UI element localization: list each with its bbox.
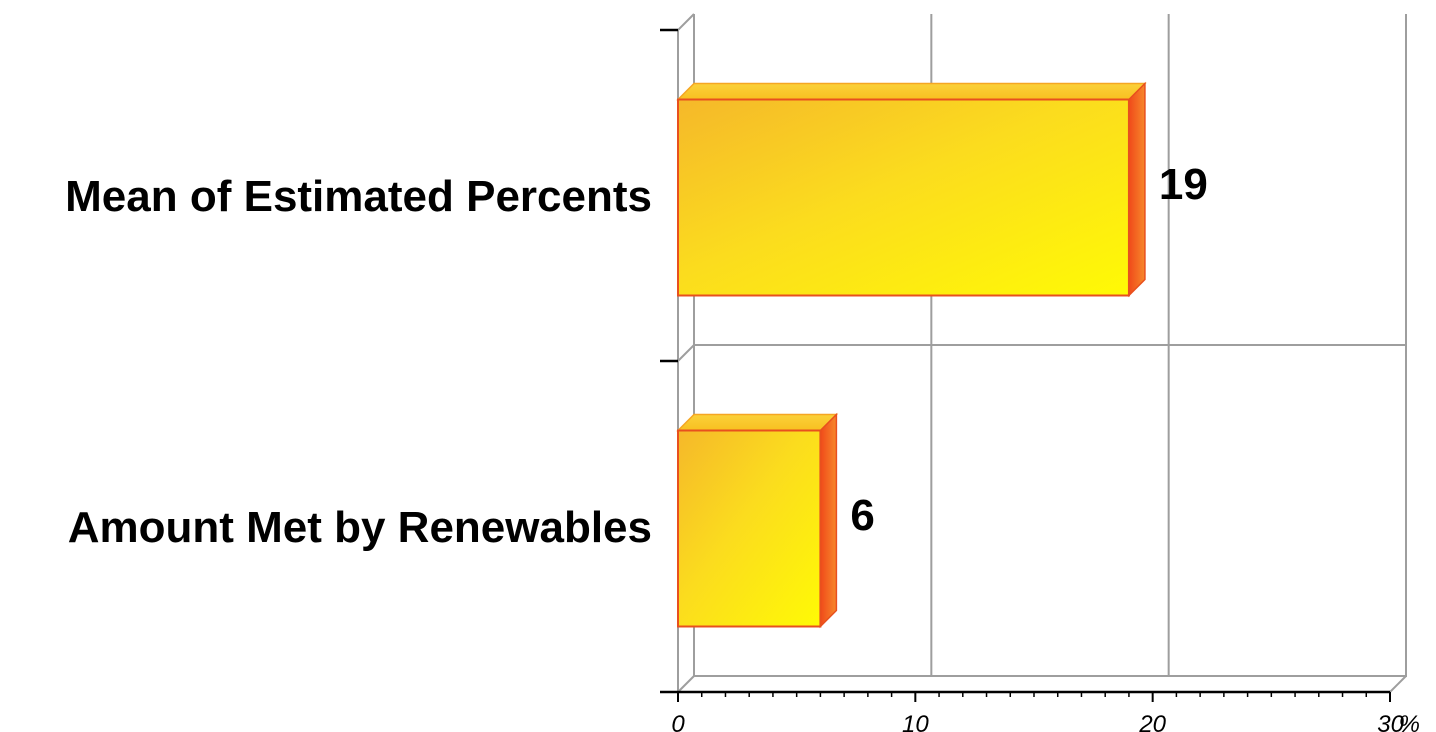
bar-1 — [677, 429, 822, 628]
category-label-0: Mean of Estimated Percents — [65, 172, 652, 221]
bars — [676, 81, 1147, 629]
gridline-y-1 — [677, 344, 1406, 362]
data-label-0: 19 — [1159, 160, 1208, 209]
axes — [660, 28, 1391, 702]
x-tick-label-20: 20 — [1138, 711, 1166, 732]
category-label-1: Amount Met by Renewables — [68, 503, 652, 552]
labels: 0 10 20 30% 19 Mean of Estimated Percents 6 Amo… — [65, 160, 1420, 732]
data-label-1: 6 — [850, 491, 874, 540]
bar-0 — [677, 98, 1130, 297]
bar-side-face — [1128, 81, 1146, 298]
x-unit-label: % — [1399, 711, 1420, 732]
x-tick-label-30: 30 — [1377, 711, 1404, 732]
bar-top-face — [676, 413, 839, 432]
bar-side-face — [819, 412, 838, 629]
x-tick-label-10: 10 — [902, 711, 929, 732]
floor-right-edge — [1389, 675, 1407, 693]
bar-top-face — [676, 82, 1147, 101]
x-tick-label-0: 0 — [671, 711, 685, 732]
floor-left-edge — [677, 675, 695, 693]
